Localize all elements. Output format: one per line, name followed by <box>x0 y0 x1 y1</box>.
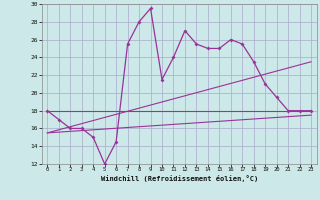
X-axis label: Windchill (Refroidissement éolien,°C): Windchill (Refroidissement éolien,°C) <box>100 175 258 182</box>
